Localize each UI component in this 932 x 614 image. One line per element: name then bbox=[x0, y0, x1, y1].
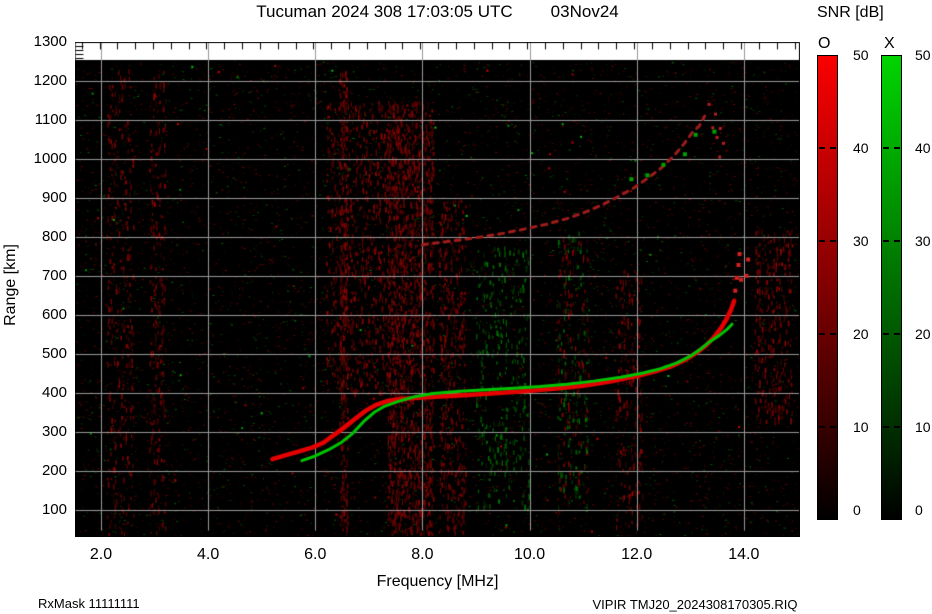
o-mode-label: O bbox=[818, 35, 831, 52]
o-colorbar-tick-30: 30 bbox=[853, 233, 869, 249]
x-mode-label: X bbox=[884, 35, 895, 52]
x-axis-label: Frequency [MHz] bbox=[376, 573, 499, 590]
o-colorbar-tick-50: 50 bbox=[853, 47, 869, 63]
x-tick-label-8: 8.0 bbox=[411, 546, 434, 563]
x-colorbar-dash-20-1 bbox=[894, 333, 900, 335]
x-colorbar-tick-40: 40 bbox=[915, 140, 931, 156]
o-colorbar-tick-0: 0 bbox=[853, 502, 861, 518]
y-tick-label-600: 600 bbox=[41, 305, 67, 323]
y-tick-label-1200: 1200 bbox=[33, 71, 67, 89]
x-colorbar-dash-30-0 bbox=[883, 240, 889, 242]
x-colorbar-tick-0: 0 bbox=[915, 502, 923, 518]
x-colorbar-tick-10: 10 bbox=[915, 419, 931, 435]
y-tick-label-1300: 1300 bbox=[33, 33, 67, 50]
x-colorbar-dash-20-0 bbox=[883, 333, 889, 335]
plot-title: Tucuman 2024 308 17:03:05 UTC bbox=[256, 2, 513, 21]
x-tick-label-4: 4.0 bbox=[197, 546, 220, 563]
x-colorbar-dash-30-1 bbox=[894, 240, 900, 242]
x-colorbar-dash-40-1 bbox=[894, 147, 900, 149]
x-tick-label-10: 10.0 bbox=[513, 546, 546, 563]
ionogram-plot-canvas bbox=[75, 42, 800, 537]
y-tick-label-700: 700 bbox=[41, 266, 67, 284]
x-colorbar-dash-10-0 bbox=[883, 426, 889, 428]
plot-date: 03Nov24 bbox=[550, 2, 619, 21]
o-colorbar-dash-40-0 bbox=[819, 147, 825, 149]
x-tick-label-2: 2.0 bbox=[89, 546, 113, 563]
y-tick-label-200: 200 bbox=[41, 461, 67, 479]
o-colorbar-dash-20-0 bbox=[819, 333, 825, 335]
x-colorbar-dash-10-1 bbox=[894, 426, 900, 428]
o-colorbar-dash-10-1 bbox=[830, 426, 836, 428]
x-mode-colorbar bbox=[881, 55, 902, 520]
y-tick-label-1000: 1000 bbox=[33, 149, 67, 167]
y-tick-label-1100: 1100 bbox=[34, 110, 67, 128]
y-tick-label-300: 300 bbox=[41, 422, 67, 440]
x-colorbar-tick-20: 20 bbox=[915, 326, 931, 342]
o-colorbar-dash-30-1 bbox=[830, 240, 836, 242]
plot-title-row: Tucuman 2024 308 17:03:05 UTC 03Nov24 bbox=[75, 2, 800, 22]
o-colorbar-dash-20-1 bbox=[830, 333, 836, 335]
x-colorbar-dash-40-0 bbox=[883, 147, 889, 149]
x-colorbar-tick-30: 30 bbox=[915, 233, 931, 249]
x-tick-label-12: 12.0 bbox=[621, 546, 653, 563]
y-tick-label-400: 400 bbox=[41, 383, 67, 401]
y-tick-label-100: 100 bbox=[41, 500, 67, 518]
y-tick-label-500: 500 bbox=[41, 344, 67, 362]
o-colorbar-tick-20: 20 bbox=[853, 326, 869, 342]
o-colorbar-dash-10-0 bbox=[819, 426, 825, 428]
y-tick-label-800: 800 bbox=[41, 227, 67, 245]
o-colorbar-dash-30-0 bbox=[819, 240, 825, 242]
datafile-text: VIPIR TMJ20_2024308170305.RIQ bbox=[592, 597, 798, 612]
x-colorbar-tick-50: 50 bbox=[915, 47, 931, 63]
o-mode-colorbar bbox=[817, 55, 838, 520]
colorbar-title: SNR [dB] bbox=[817, 4, 884, 21]
x-tick-label-6: 6.0 bbox=[304, 546, 327, 563]
x-tick-label-14: 14.0 bbox=[728, 546, 760, 563]
rxmask-text: RxMask 11111111 bbox=[38, 596, 140, 611]
o-colorbar-dash-40-1 bbox=[830, 147, 836, 149]
o-colorbar-tick-10: 10 bbox=[853, 419, 869, 435]
y-tick-label-900: 900 bbox=[41, 188, 67, 206]
o-colorbar-tick-40: 40 bbox=[853, 140, 869, 156]
